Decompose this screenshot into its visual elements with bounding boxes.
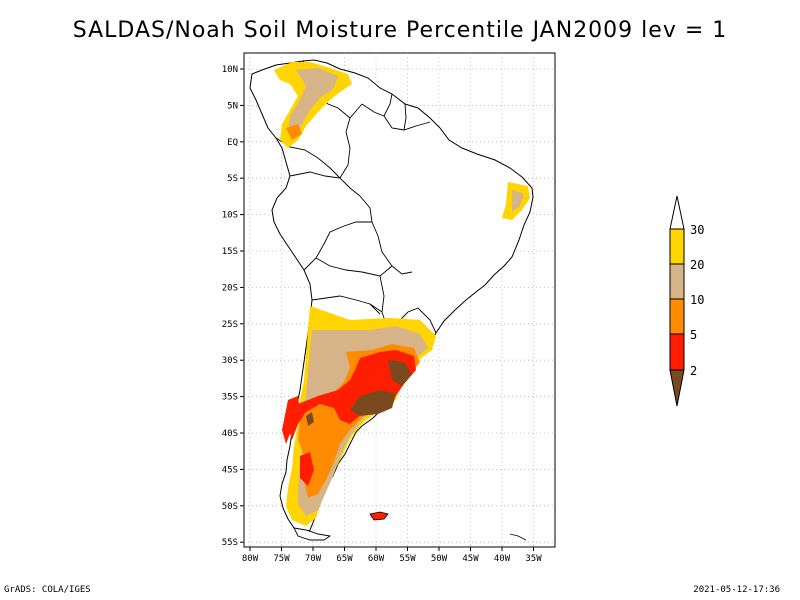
colorbar-triangle-top	[669, 195, 685, 230]
tierra-del-fuego	[293, 527, 332, 541]
region-s-2-5-b	[282, 396, 300, 444]
lat-label: 5S	[227, 174, 238, 184]
colorbar-bin-5-10	[669, 298, 685, 335]
lon-label: 50W	[431, 554, 448, 564]
lon-label: 55W	[399, 554, 416, 564]
lon-label: 65W	[336, 554, 353, 564]
region-ne-10-20	[512, 190, 524, 212]
colorbar-legend: 30 20 10 5 2	[669, 195, 704, 407]
lon-label: 75W	[273, 554, 290, 564]
colorbar-bin-20-30	[669, 228, 685, 265]
lat-label: 15S	[222, 247, 238, 257]
region-s-below2-c	[306, 412, 314, 426]
lon-label: 45W	[462, 554, 479, 564]
map-area: 10N5NEQ5S10S15S20S25S30S35S40S45S50S55S …	[222, 52, 556, 564]
colorbar-bin-2-5	[669, 333, 685, 371]
region-s-2-5-c	[300, 452, 314, 486]
falkland-islands	[369, 511, 389, 521]
lat-label: 10N	[222, 65, 238, 75]
lon-label: 70W	[305, 554, 322, 564]
lon-label: 35W	[525, 554, 542, 564]
colorbar-label-30: 30	[690, 223, 704, 237]
lat-label: 25S	[222, 320, 238, 330]
lon-label: 60W	[368, 554, 385, 564]
lat-label: 10S	[222, 211, 238, 221]
colorbar-label-5: 5	[690, 328, 697, 342]
lon-label: 40W	[494, 554, 511, 564]
lat-label: 55S	[222, 538, 238, 548]
region-s-below2	[388, 360, 412, 386]
lat-label: 35S	[222, 393, 238, 403]
region-10-20	[288, 68, 338, 136]
colorbar-triangle-bottom	[669, 369, 685, 407]
footer-credit: GrADS: COLA/IGES	[4, 585, 91, 595]
region-s-below2-b	[350, 390, 396, 416]
latitude-labels: 10N 5N EQ 5S 10S 15S 20S 25S 30S 35S 40S 45S 50S 55S	[222, 65, 244, 548]
lat-label: EQ	[227, 138, 238, 148]
lat-label: 30S	[222, 356, 238, 366]
lat-label: 40S	[222, 429, 238, 439]
longitude-labels: 80W 75W 70W 65W 60W 55W 50W 45W 40W 35W	[242, 547, 542, 564]
footer-timestamp: 2021-05-12-17:36	[693, 585, 780, 595]
region-s-2-5	[286, 350, 416, 440]
lat-label: 45S	[222, 465, 238, 475]
lon-label: 80W	[242, 554, 259, 564]
south-georgia	[509, 533, 527, 541]
lat-label: 5N	[227, 101, 238, 111]
percentile-shading	[274, 62, 530, 526]
region-5-10	[286, 124, 302, 140]
lat-label: 50S	[222, 502, 238, 512]
colorbar-label-10: 10	[690, 293, 704, 307]
map-title: SALDAS/Noah Soil Moisture Percentile JAN…	[72, 18, 728, 43]
colorbar-label-2: 2	[690, 364, 697, 378]
lat-label: 20S	[222, 283, 238, 293]
colorbar-label-20: 20	[690, 258, 704, 272]
colorbar-bin-10-20	[669, 263, 685, 300]
